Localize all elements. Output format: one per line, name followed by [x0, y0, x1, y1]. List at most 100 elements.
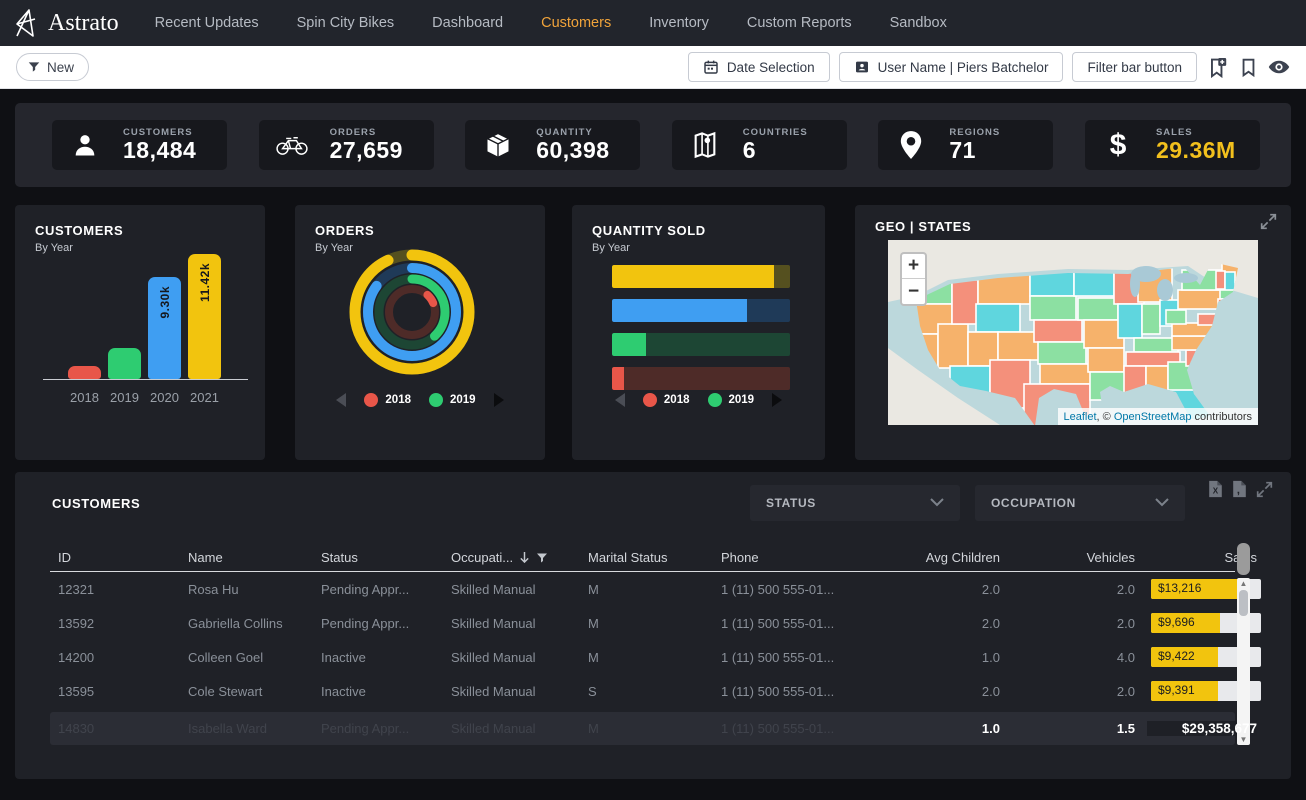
user-name-button[interactable]: User Name | Piers Batchelor [839, 52, 1064, 82]
date-selection-button[interactable]: Date Selection [688, 52, 830, 82]
hbar-2018[interactable] [612, 367, 790, 390]
table-scrollbar[interactable]: ▲ ▼ [1237, 578, 1250, 745]
kpi-value: 29.36M [1156, 138, 1236, 162]
column-header-avg-children[interactable]: Avg Children [873, 550, 1008, 565]
kpi-card-sales: $SALES29.36M [1085, 120, 1260, 170]
astrato-logo[interactable]: Astrato [14, 8, 119, 38]
legend-item-2019[interactable]: 2019 [429, 393, 476, 407]
column-filter-icon[interactable] [536, 552, 548, 564]
nav-item-spin-city-bikes[interactable]: Spin City Bikes [297, 15, 395, 31]
kpi-value: 18,484 [123, 138, 196, 162]
bar-2018[interactable] [68, 366, 101, 379]
column-header-marital-status[interactable]: Marital Status [580, 550, 713, 565]
zoom-out-button[interactable]: − [902, 279, 925, 304]
bookmark-icon[interactable] [1237, 56, 1259, 78]
legend-item-2018[interactable]: 2018 [643, 393, 690, 407]
sales-value: $9,422 [1158, 649, 1195, 663]
customers-chart-panel: CUSTOMERS By Year 9.30k11.42k 2018201920… [15, 205, 265, 460]
geo-states-panel: GEO | STATES [855, 205, 1291, 460]
scroll-down-arrow[interactable]: ▼ [1237, 735, 1250, 744]
openstreetmap-link[interactable]: OpenStreetMap [1114, 411, 1192, 423]
column-header-phone[interactable]: Phone [713, 550, 873, 565]
legend-next-arrow[interactable] [494, 393, 504, 407]
export-excel-icon[interactable]: X [1208, 480, 1223, 498]
legend-prev-arrow[interactable] [615, 393, 625, 407]
filter-bar-button[interactable]: Filter bar button [1072, 52, 1197, 82]
nav-item-customers[interactable]: Customers [541, 15, 611, 31]
cell-phone: 1 (11) 500 555-01... [713, 616, 873, 631]
nav-item-recent-updates[interactable]: Recent Updates [155, 15, 259, 31]
cell-name: Rosa Hu [180, 582, 313, 597]
new-filter-button[interactable]: New [16, 53, 89, 81]
table-row[interactable]: 14200Colleen GoelInactiveSkilled ManualM… [50, 640, 1235, 674]
scroll-up-arrow[interactable]: ▲ [1237, 579, 1250, 588]
user-name-label: User Name | Piers Batchelor [878, 60, 1049, 75]
eye-icon[interactable] [1268, 56, 1290, 78]
ghost-cell-marital: M [580, 721, 713, 736]
table-row[interactable]: 13595Cole StewartInactiveSkilled ManualS… [50, 674, 1235, 708]
bar-2021[interactable]: 11.42k [188, 254, 221, 379]
column-header-occupati[interactable]: Occupati... [443, 550, 580, 565]
column-header-id[interactable]: ID [50, 550, 180, 565]
hbar-2021[interactable] [612, 265, 790, 288]
total-sales: $29,358,677 [1143, 721, 1265, 736]
cell-occupation: Skilled Manual [443, 684, 580, 699]
legend-item-2018[interactable]: 2018 [364, 393, 411, 407]
cell-vehicles: 2.0 [1008, 616, 1143, 631]
scrollbar-thumb[interactable] [1239, 590, 1248, 616]
dollar-icon: $ [1102, 129, 1134, 161]
hbar-2019[interactable] [612, 333, 790, 356]
ghost-cell-status: Pending Appr... [313, 721, 443, 736]
bicycle-icon [276, 129, 308, 161]
status-filter-dropdown[interactable]: STATUS [750, 485, 960, 521]
occupation-filter-dropdown[interactable]: OCCUPATION [975, 485, 1185, 521]
cell-phone: 1 (11) 500 555-01... [713, 650, 873, 665]
legend-next-arrow[interactable] [772, 393, 782, 407]
status-filter-label: STATUS [766, 496, 816, 510]
cell-vehicles: 4.0 [1008, 650, 1143, 665]
table-row[interactable]: 12321Rosa HuPending Appr...Skilled Manua… [50, 572, 1235, 606]
cell-id: 13595 [50, 684, 180, 699]
occupation-filter-label: OCCUPATION [991, 496, 1076, 510]
nav-item-custom-reports[interactable]: Custom Reports [747, 15, 852, 31]
bar-2019[interactable] [108, 348, 141, 379]
legend-dot [643, 393, 657, 407]
astrato-logo-icon [14, 8, 40, 38]
sort-descending-icon[interactable] [519, 551, 530, 564]
hbar-2020[interactable] [612, 299, 790, 322]
cell-id: 14200 [50, 650, 180, 665]
expand-icon[interactable] [1256, 481, 1273, 498]
bookmark-add-icon[interactable] [1206, 56, 1228, 78]
legend-item-2019[interactable]: 2019 [708, 393, 755, 407]
expand-icon[interactable] [1260, 213, 1277, 235]
bar-2020[interactable]: 9.30k [148, 277, 181, 379]
legend-label: 2018 [385, 394, 411, 406]
table-row[interactable]: 13592Gabriella CollinsPending Appr...Ski… [50, 606, 1235, 640]
leaflet-link[interactable]: Leaflet [1064, 411, 1097, 423]
cell-occupation: Skilled Manual [443, 650, 580, 665]
nav-item-inventory[interactable]: Inventory [649, 15, 709, 31]
us-map [888, 240, 1258, 425]
leaflet-map[interactable]: + − Leaflet, © OpenStreetMap contributor… [888, 240, 1258, 425]
filter-toolbar: New Date Selection User Name | Piers Bat… [0, 46, 1306, 89]
cell-avg-children: 1.0 [873, 650, 1008, 665]
export-csv-icon[interactable]: , [1232, 480, 1247, 498]
total-avg-children: 1.0 [873, 721, 1008, 736]
cell-name: Cole Stewart [180, 684, 313, 699]
panel-title: ORDERS [315, 223, 545, 238]
cell-marital-status: M [580, 616, 713, 631]
cell-vehicles: 2.0 [1008, 684, 1143, 699]
panel-title: CUSTOMERS [35, 223, 265, 238]
column-header-name[interactable]: Name [180, 550, 313, 565]
quantity-legend: 2018 2019 [572, 393, 825, 407]
zoom-in-button[interactable]: + [902, 254, 925, 279]
column-header-status[interactable]: Status [313, 550, 443, 565]
scrollbar-thumb[interactable] [1237, 543, 1250, 575]
id-card-icon [854, 59, 870, 75]
sales-value: $13,216 [1158, 581, 1201, 595]
nav-item-dashboard[interactable]: Dashboard [432, 15, 503, 31]
legend-prev-arrow[interactable] [336, 393, 346, 407]
nav-item-sandbox[interactable]: Sandbox [890, 15, 947, 31]
column-header-vehicles[interactable]: Vehicles [1008, 550, 1143, 565]
cell-name: Colleen Goel [180, 650, 313, 665]
